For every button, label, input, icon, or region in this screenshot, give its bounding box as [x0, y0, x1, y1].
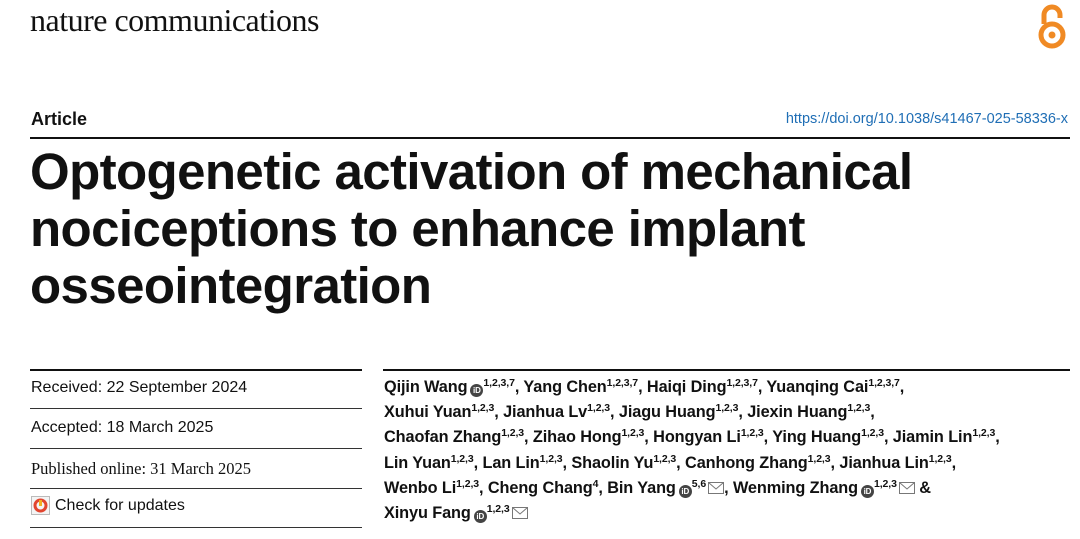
published-date: Published online: 31 March 2025	[31, 459, 251, 478]
author-name[interactable]: Yang Chen	[523, 378, 607, 396]
author-name[interactable]: Wenbo Li	[384, 478, 457, 497]
orcid-icon[interactable]: iD	[470, 384, 484, 397]
author-name[interactable]: Haiqi Ding	[646, 378, 727, 396]
accepted-date: Accepted: 18 March 2025	[31, 419, 214, 436]
affiliation-marker: 1,2,3	[539, 452, 563, 465]
check-updates-icon	[31, 496, 50, 515]
affiliation-marker: 1,2,3	[471, 402, 495, 415]
affiliation-marker: 1,2,3	[807, 452, 831, 465]
journal-name: nature communications	[30, 2, 319, 38]
author-name[interactable]: Qijin Wang	[384, 378, 468, 396]
author-line: Xinyu Fang iD1,2,3	[384, 501, 1074, 526]
author-line: Qijin Wang iD1,2,3,7, Yang Chen1,2,3,7, H…	[384, 377, 905, 397]
author-name[interactable]: Jianhua Lv	[503, 403, 588, 422]
affiliation-marker: 5,6	[691, 477, 707, 490]
article-title: Optogenetic activation of mechanical noc…	[30, 143, 1060, 314]
title-line: nociceptions to enhance implant	[30, 200, 805, 257]
author-name[interactable]: Xuhui Yuan	[384, 403, 472, 422]
affiliation-marker: 1,2,3	[740, 427, 764, 440]
author-line: Chaofan Zhang1,2,3, Zihao Hong1,2,3, Hon…	[384, 427, 1000, 447]
author-name[interactable]: Jiamin Lin	[892, 428, 973, 447]
author-name[interactable]: Bin Yang	[607, 478, 676, 497]
author-line: Lin Yuan1,2,3, Lan Lin1,2,3, Shaolin Yu1…	[384, 452, 957, 472]
affiliation-marker: 1,2,3,7	[868, 377, 900, 389]
affiliation-marker: 1,2,3	[715, 402, 739, 415]
affiliation-marker: 1,2,3	[653, 452, 677, 465]
affiliation-marker: 4	[592, 477, 599, 490]
open-access-icon	[1038, 4, 1066, 49]
affiliation-marker: 1,2,3,7	[483, 377, 515, 389]
author-name[interactable]: Shaolin Yu	[571, 453, 654, 472]
affiliation-marker: 1,2,3,7	[726, 377, 758, 389]
divider	[30, 408, 362, 409]
affiliation-marker: 1,2,3	[972, 427, 996, 440]
check-updates-label: Check for updates	[55, 496, 185, 514]
author-list: Qijin Wang iD1,2,3,7, Yang Chen1,2,3,7, H…	[384, 375, 1074, 526]
article-type: Article	[31, 109, 88, 129]
affiliation-marker: 1,2,3	[861, 427, 884, 440]
author-name[interactable]: Zihao Hong	[532, 428, 622, 447]
check-updates-button[interactable]: Check for updates	[31, 496, 185, 515]
affiliation-marker: 1,2,3	[456, 477, 480, 490]
author-name[interactable]: Hongyan Li	[653, 428, 741, 447]
mail-icon[interactable]	[898, 481, 915, 494]
author-name[interactable]: Jiexin Huang	[747, 403, 848, 422]
mail-icon[interactable]	[511, 507, 528, 520]
mail-icon[interactable]	[708, 481, 725, 494]
divider	[30, 488, 362, 489]
received-date: Received: 22 September 2024	[31, 379, 248, 396]
divider	[30, 369, 362, 371]
author-name[interactable]: Jiagu Huang	[618, 403, 716, 422]
title-line: Optogenetic activation of mechanical	[30, 143, 913, 200]
orcid-icon[interactable]: iD	[860, 484, 874, 498]
author-name[interactable]: Wenming Zhang	[732, 478, 858, 497]
divider	[383, 369, 1070, 371]
author-name[interactable]: Chaofan Zhang	[384, 428, 502, 447]
title-line: osseointegration	[30, 257, 432, 314]
doi-link[interactable]: https://doi.org/10.1038/s41467-025-58336…	[785, 111, 1068, 127]
author-line: Wenbo Li1,2,3, Cheng Chang4, Bin Yang iD5…	[384, 477, 931, 498]
affiliation-marker: 1,2,3	[621, 427, 645, 440]
author-name[interactable]: Ying Huang	[772, 428, 862, 447]
author-name[interactable]: Yuanqing Cai	[766, 378, 869, 396]
divider	[30, 448, 362, 449]
author-name[interactable]: Cheng Chang	[487, 478, 593, 497]
affiliation-marker: 1,2,3	[847, 402, 871, 415]
orcid-icon[interactable]: iD	[473, 510, 487, 524]
divider	[30, 137, 1070, 139]
author-line: Xuhui Yuan1,2,3, Jianhua Lv1,2,3, Jiagu …	[384, 402, 875, 422]
divider	[30, 527, 362, 528]
author-name[interactable]: Xinyu Fang	[384, 504, 471, 523]
affiliation-marker: 1,2,3	[450, 452, 474, 465]
orcid-icon[interactable]: iD	[678, 484, 692, 498]
author-name[interactable]: Lan Lin	[482, 453, 540, 472]
affiliation-marker: 1,2,3	[873, 477, 897, 490]
affiliation-marker: 1,2,3,7	[606, 377, 639, 389]
author-name[interactable]: Canhong Zhang	[685, 453, 808, 472]
affiliation-marker: 1,2,3	[486, 503, 510, 516]
affiliation-marker: 1,2,3	[501, 427, 525, 440]
affiliation-marker: 1,2,3	[587, 402, 610, 415]
author-name[interactable]: Jianhua Lin	[839, 453, 929, 472]
affiliation-marker: 1,2,3	[928, 452, 952, 465]
author-name[interactable]: Lin Yuan	[384, 453, 451, 472]
